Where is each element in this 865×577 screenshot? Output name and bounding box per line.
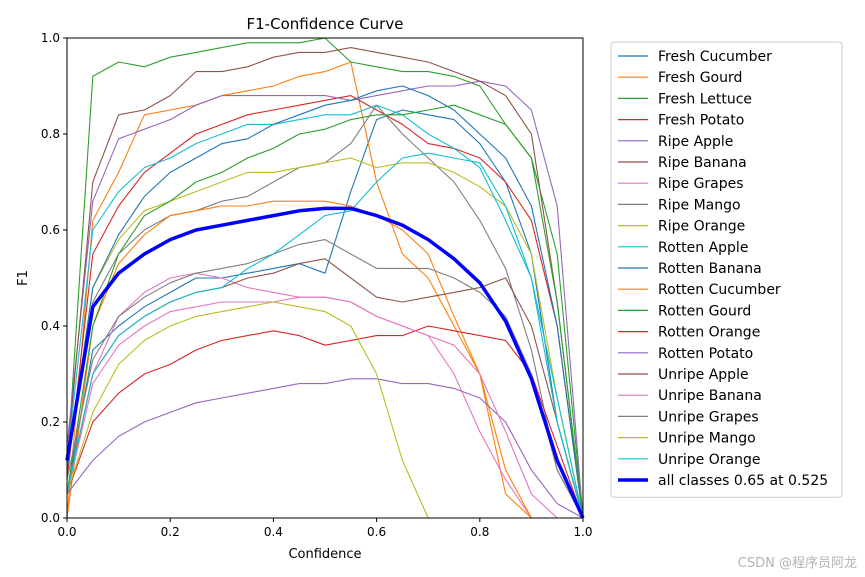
x-tick-label: 0.8: [470, 525, 489, 539]
axis-ticks: 0.0 0.2 0.4 0.6 0.8 1.0 0.0 0.2 0.4 0.6 0.8 1.0: [41, 31, 593, 539]
series-line-fresh-potato: [66, 95, 584, 519]
series-line-all-classes-0-65-at-0-525: [65, 206, 585, 519]
legend: Fresh Cucumber Fresh Gourd Fresh Lettuce Fr…: [610, 41, 843, 498]
legend-label: Ripe Grapes: [658, 176, 744, 192]
series-lines: [65, 37, 585, 519]
legend-label: Ripe Orange: [658, 219, 745, 235]
y-tick-label: 0.4: [41, 319, 60, 333]
series-line-ripe-grapes: [66, 272, 583, 519]
series-line-ripe-banana: [66, 47, 584, 519]
series-line-rotten-apple: [66, 104, 584, 519]
x-tick-label: 0.0: [57, 525, 76, 539]
legend-label: Unripe Apple: [658, 367, 749, 383]
x-tick-label: 0.2: [161, 525, 180, 539]
legend-label: Ripe Mango: [658, 197, 741, 213]
y-tick-label: 0.0: [41, 511, 60, 525]
legend-label: Unripe Orange: [658, 452, 760, 468]
legend-label: Ripe Banana: [658, 155, 747, 171]
x-axis-label: Confidence: [288, 547, 361, 562]
chart-title: F1-Confidence Curve: [247, 15, 404, 33]
legend-label: Unripe Grapes: [658, 409, 759, 425]
legend-label: Unripe Mango: [658, 431, 756, 447]
series-line-fresh-gourd: [66, 61, 583, 519]
legend-box: [610, 41, 843, 498]
legend-label: all classes 0.65 at 0.525: [658, 473, 828, 489]
series-line-ripe-apple: [66, 80, 584, 519]
legend-label: Rotten Potato: [658, 346, 753, 362]
y-tick-label: 0.2: [41, 415, 60, 429]
y-tick-label: 0.6: [41, 223, 60, 237]
legend-label: Rotten Orange: [658, 325, 760, 341]
x-tick-label: 1.0: [573, 525, 592, 539]
legend-label: Fresh Gourd: [658, 70, 742, 86]
legend-label: Ripe Apple: [658, 134, 733, 150]
series-line-rotten-gourd: [66, 104, 584, 519]
plot-frame: [66, 37, 584, 519]
legend-label: Rotten Banana: [658, 261, 762, 277]
watermark: CSDN @程序员阿龙: [737, 556, 857, 571]
series-line-fresh-cucumber: [66, 109, 584, 519]
legend-label: Fresh Cucumber: [658, 49, 772, 65]
series-line-unripe-banana: [66, 296, 583, 519]
legend-label: Rotten Cucumber: [658, 282, 781, 298]
y-tick-label: 0.8: [41, 127, 60, 141]
series-line-rotten-orange: [66, 325, 584, 519]
legend-label: Fresh Lettuce: [658, 91, 752, 107]
series-line-rotten-banana: [66, 85, 584, 519]
series-line-unripe-grapes: [66, 239, 584, 519]
x-tick-label: 0.4: [264, 525, 283, 539]
y-axis-label: F1: [16, 270, 31, 286]
series-line-rotten-potato: [66, 378, 584, 519]
series-line-ripe-orange: [66, 157, 584, 519]
x-tick-label: 0.6: [367, 525, 386, 539]
y-tick-label: 1.0: [41, 31, 60, 45]
legend-label: Fresh Potato: [658, 113, 744, 129]
legend-label: Rotten Apple: [658, 240, 748, 256]
series-line-unripe-mango: [66, 301, 583, 519]
series-line-rotten-cucumber: [66, 200, 583, 519]
series-line-unripe-orange: [66, 152, 584, 519]
legend-label: Unripe Banana: [658, 388, 762, 404]
legend-label: Rotten Gourd: [658, 303, 751, 319]
